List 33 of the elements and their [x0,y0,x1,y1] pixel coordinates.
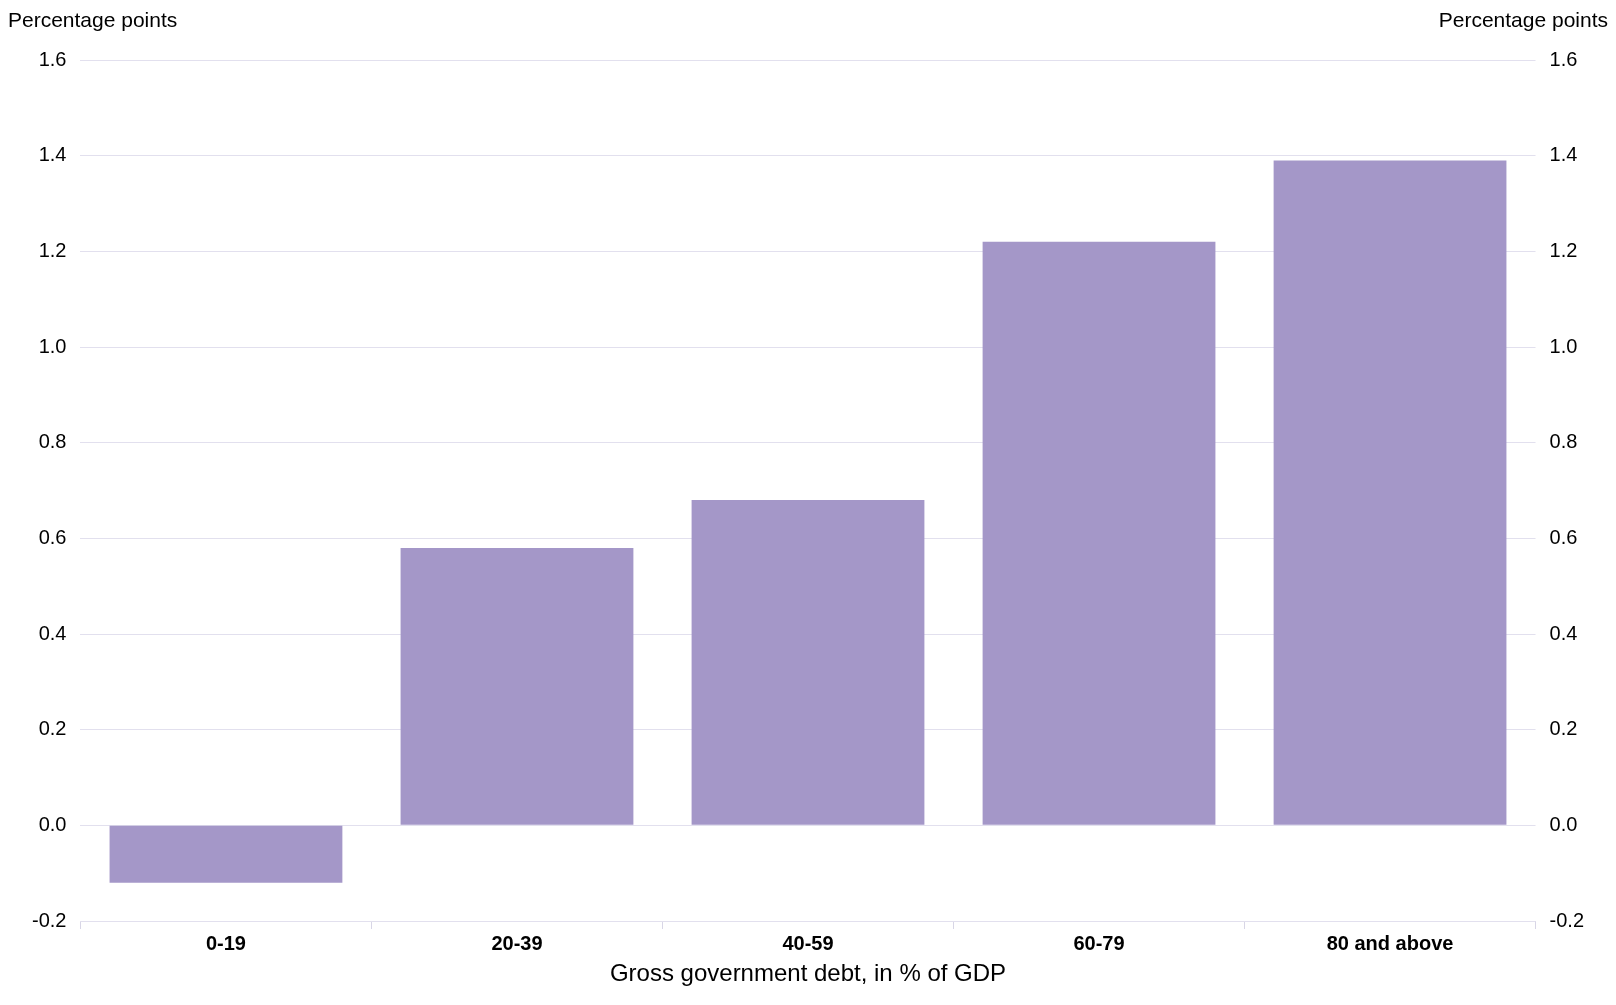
bar [982,241,1216,825]
y2-tick-label: 0.4 [1549,621,1578,644]
y2-tick-label: 0.6 [1549,525,1578,548]
x-tick-label: 60-79 [1073,931,1125,954]
y-tick-label: 1.2 [38,238,67,261]
x-axis-title: Gross government debt, in % of GDP [608,959,1008,987]
y2-axis-title: Percentage points [1438,8,1608,33]
y2-tick-label: 1.4 [1549,143,1578,166]
y2-tick-label: 1.2 [1549,238,1578,261]
bar [1273,160,1507,825]
y-tick-label: 0.6 [38,525,67,548]
y-tick-label: 0.4 [38,621,67,644]
x-tick-label: 0-19 [205,931,246,954]
x-tick-label: 40-59 [782,931,834,954]
y-tick-label: 1.0 [38,334,67,357]
y-axis-title: Percentage points [8,8,178,33]
bar [691,500,925,825]
y-tick-label: 0.8 [38,430,67,453]
y2-tick-label: 1.6 [1549,47,1578,70]
y-tick-label: 0.2 [38,717,67,740]
bar [400,547,634,825]
y2-tick-label: 0.8 [1549,430,1578,453]
y-tick-label: -0.2 [31,908,67,931]
y-tick-label: 1.4 [38,143,67,166]
y2-tick-label: 1.0 [1549,334,1578,357]
y-tick-label: 1.6 [38,47,67,70]
y-tick-label: 0.0 [38,812,67,835]
x-tick-label: 20-39 [491,931,543,954]
y2-tick-label: 0.0 [1549,812,1578,835]
x-tick-label: 80 and above [1326,931,1454,954]
y2-tick-label: 0.2 [1549,717,1578,740]
bar [109,825,343,883]
y2-tick-label: -0.2 [1549,908,1585,931]
